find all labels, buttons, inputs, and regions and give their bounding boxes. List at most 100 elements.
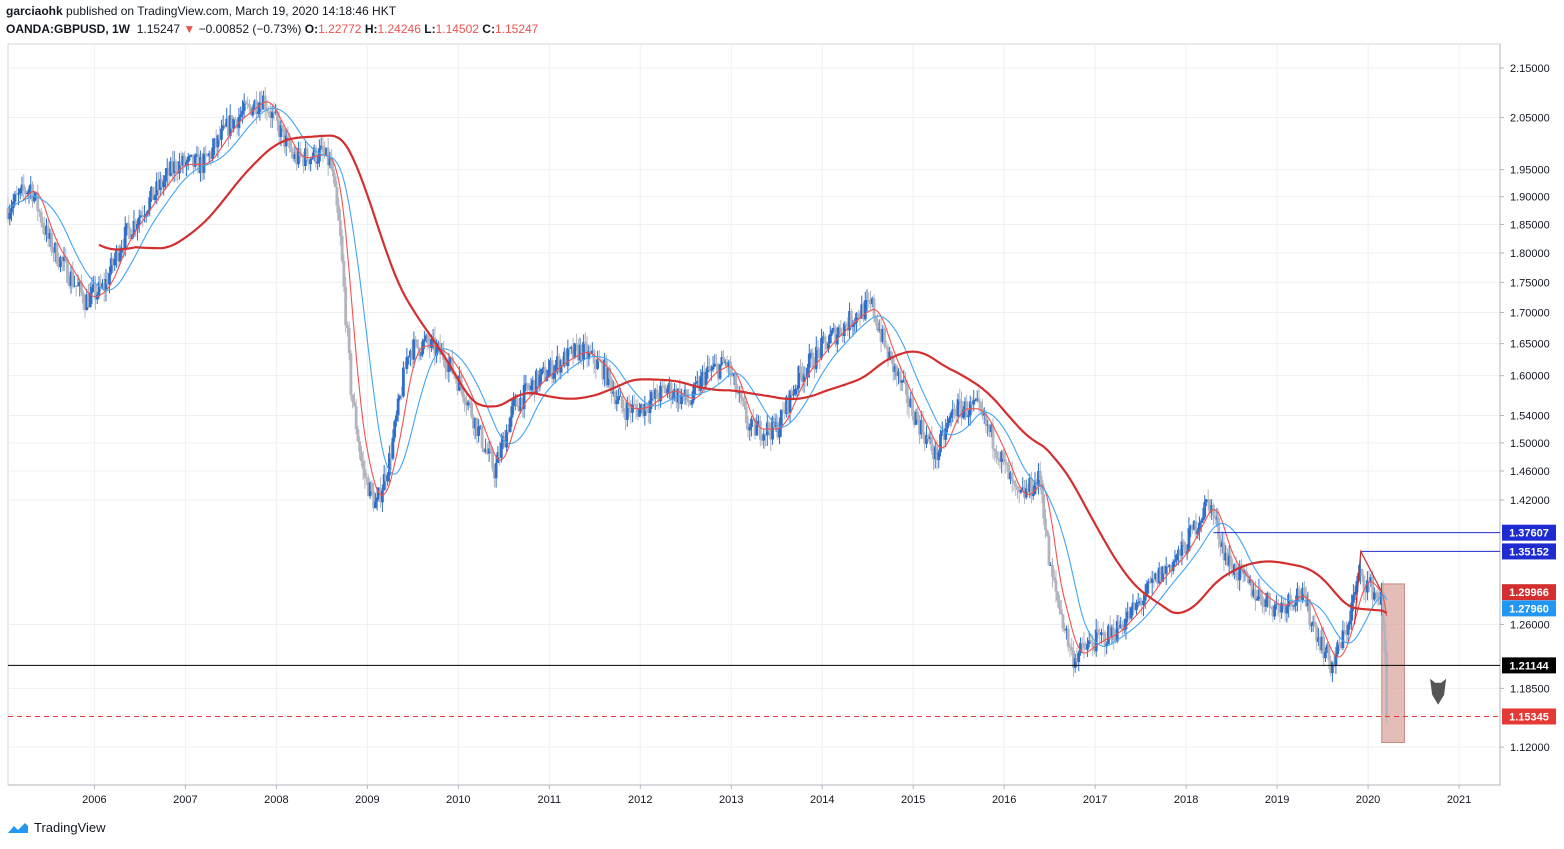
- y-tick-label: 2.15000: [1510, 63, 1550, 75]
- candle-body: [1080, 642, 1084, 644]
- candle-body: [720, 357, 724, 365]
- candle-body: [255, 100, 258, 114]
- candle-body: [797, 366, 801, 389]
- symbol-name[interactable]: OANDA:GBPUSD, 1W: [6, 22, 131, 36]
- candle-body: [1316, 637, 1320, 642]
- candle-body: [1173, 560, 1177, 562]
- candle-body: [1296, 588, 1299, 603]
- candle-body: [596, 359, 599, 369]
- candle-body: [1240, 564, 1243, 567]
- candle-body: [302, 155, 306, 167]
- candle-body: [1346, 624, 1350, 635]
- candle-body: [1184, 545, 1187, 554]
- candle-body: [662, 385, 666, 388]
- candle-body: [834, 327, 837, 345]
- candle-body: [132, 220, 136, 235]
- candle-body: [1348, 620, 1352, 625]
- candle-body: [477, 426, 481, 436]
- candle-body: [463, 397, 467, 404]
- candle-body: [1236, 577, 1240, 581]
- candle-body: [178, 161, 181, 174]
- candle-body: [391, 437, 395, 459]
- candle-body: [73, 285, 76, 287]
- candle-body: [869, 300, 872, 304]
- y-tick-label: 1.80000: [1510, 248, 1550, 260]
- candle-body: [332, 169, 335, 177]
- candle-body: [1282, 602, 1285, 604]
- candle-body: [487, 448, 491, 454]
- candle-body: [1332, 662, 1336, 666]
- candle-body: [1285, 606, 1289, 614]
- x-tick-label: 2019: [1265, 794, 1289, 806]
- candle-body: [1065, 628, 1068, 631]
- candle-body: [1152, 578, 1156, 580]
- x-tick-label: 2012: [628, 794, 652, 806]
- candle-body: [230, 115, 234, 129]
- candle-body: [1166, 565, 1170, 568]
- candle-body: [466, 401, 470, 406]
- candle-body: [1199, 520, 1203, 523]
- candle-body: [325, 147, 328, 156]
- candle-body: [1362, 575, 1366, 590]
- candle-body: [358, 441, 362, 453]
- tradingview-brand[interactable]: TradingView: [6, 820, 106, 835]
- candle-body: [90, 287, 94, 293]
- candle-body: [162, 181, 166, 188]
- y-tick-label: 1.90000: [1510, 192, 1550, 204]
- candle-body: [368, 482, 372, 497]
- candle-body: [1289, 594, 1292, 602]
- candle-body: [804, 375, 808, 378]
- candle-body: [1313, 621, 1317, 626]
- candle-body: [211, 147, 215, 159]
- candle-body: [314, 147, 318, 164]
- candle-body: [181, 155, 185, 166]
- candle-body: [1112, 627, 1116, 641]
- candle-body: [867, 300, 871, 302]
- price-chart[interactable]: 2.15000 2.05000 1.95000 1.90000 1.85000 1.800…: [0, 0, 1564, 815]
- candle-body: [1073, 658, 1077, 668]
- candle-body: [18, 188, 22, 194]
- candle-body: [99, 282, 103, 288]
- candle-body: [680, 394, 683, 405]
- candle-body: [374, 501, 377, 509]
- candle-body: [711, 366, 715, 370]
- candle-body: [1329, 660, 1333, 674]
- candle-body: [25, 193, 29, 195]
- candle-body: [862, 304, 865, 320]
- candle-body: [1066, 628, 1070, 647]
- candle-body: [1350, 602, 1354, 621]
- candle-body: [1334, 654, 1338, 666]
- candle-body: [1376, 592, 1380, 599]
- candle-body: [1219, 539, 1222, 547]
- candle-body: [781, 409, 785, 411]
- candle-body: [1343, 630, 1347, 632]
- candle-body: [594, 363, 598, 369]
- candle-body: [363, 469, 367, 478]
- candle-body: [1115, 620, 1119, 642]
- candle-body: [353, 401, 356, 407]
- candle-body: [1133, 602, 1137, 610]
- candle-body: [792, 394, 795, 396]
- candle-body: [494, 462, 498, 479]
- candle-body: [265, 109, 269, 112]
- candle-body: [907, 403, 911, 407]
- candle-body: [996, 457, 1000, 460]
- author-name[interactable]: garciaohk: [6, 4, 63, 18]
- candle-body: [991, 425, 995, 449]
- candle-body: [709, 369, 713, 371]
- candle-body: [436, 342, 440, 346]
- candle-body: [1206, 499, 1210, 501]
- candle-body: [221, 125, 225, 129]
- down-arrow-icon: [1430, 678, 1447, 705]
- candle-body: [827, 343, 830, 350]
- x-tick-label: 2015: [901, 794, 925, 806]
- candle-body: [865, 300, 869, 302]
- candle-body: [95, 294, 99, 300]
- pattern-lines: [1353, 549, 1383, 625]
- candle-body: [513, 398, 517, 400]
- candle-body: [311, 157, 314, 159]
- candle-body: [283, 128, 286, 147]
- candle-body: [1255, 598, 1259, 601]
- candle-body: [674, 388, 678, 403]
- candle-body: [223, 125, 227, 127]
